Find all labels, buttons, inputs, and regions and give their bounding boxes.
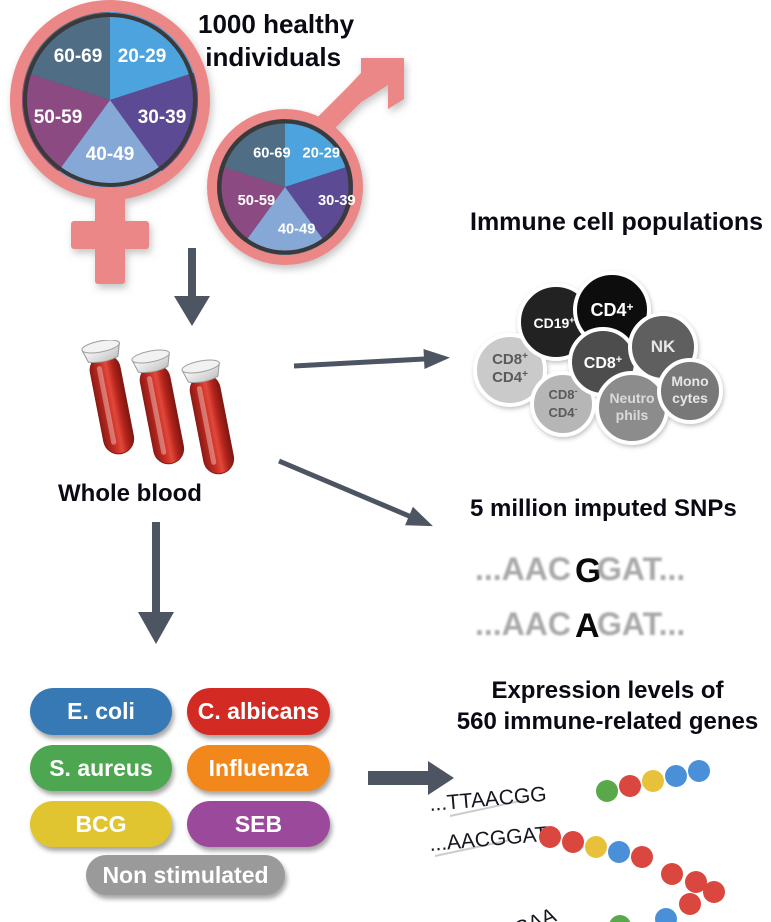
- svg-text:50-59: 50-59: [238, 193, 276, 209]
- svg-text:30-39: 30-39: [318, 193, 356, 209]
- svg-text:20-29: 20-29: [118, 46, 167, 67]
- svg-text:40-49: 40-49: [278, 221, 316, 237]
- svg-text:30-39: 30-39: [138, 107, 187, 128]
- svg-text:...AACGGAT: ...AACGGAT: [430, 823, 549, 856]
- svg-text:cytes: cytes: [672, 390, 708, 406]
- svg-text:phils: phils: [616, 407, 649, 423]
- svg-text:GAT...: GAT...: [597, 606, 685, 642]
- svg-text:40-49: 40-49: [86, 144, 135, 165]
- svg-text:A: A: [575, 607, 600, 645]
- svg-text:50-59: 50-59: [34, 107, 83, 128]
- svg-text:...AAC: ...AAC: [475, 606, 571, 642]
- svg-text:NK: NK: [651, 337, 676, 356]
- svg-text:...CACGCAA: ...CACGCAA: [438, 904, 559, 922]
- svg-text:Neutro: Neutro: [609, 390, 654, 406]
- svg-text:CD19+: CD19+: [533, 315, 574, 331]
- svg-text:20-29: 20-29: [303, 146, 341, 162]
- svg-text:...AAC: ...AAC: [475, 551, 571, 587]
- svg-text:CD4-: CD4-: [548, 404, 577, 420]
- svg-text:Mono: Mono: [671, 373, 708, 389]
- svg-text:GAT...: GAT...: [597, 551, 685, 587]
- svg-text:...TTAACGG: ...TTAACGG: [430, 783, 547, 816]
- svg-text:60-69: 60-69: [253, 146, 291, 162]
- svg-text:CD8-: CD8-: [548, 386, 577, 402]
- svg-text:60-69: 60-69: [54, 46, 103, 67]
